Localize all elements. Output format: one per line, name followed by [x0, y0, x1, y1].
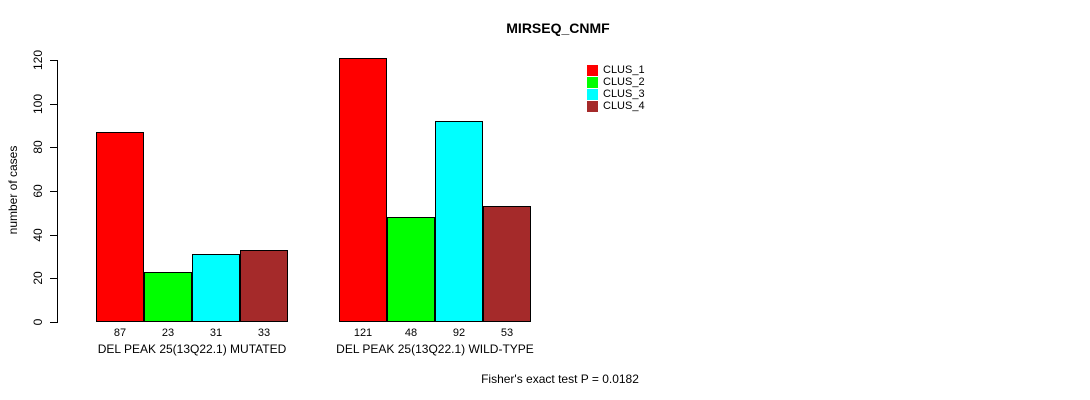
- bar-value-label: 92: [452, 327, 466, 339]
- legend-swatch-clus_3: [587, 88, 598, 100]
- bar-clus_2-group2: [387, 217, 435, 322]
- legend-label: CLUS_2: [603, 76, 645, 88]
- y-tick-label: 100: [31, 93, 45, 115]
- y-tick-label: 0: [31, 318, 45, 326]
- bar-value-label: 33: [257, 327, 271, 339]
- legend-row: CLUS_4: [587, 100, 645, 112]
- bar-clus_2-group1: [144, 272, 192, 322]
- y-tick-mark: [50, 235, 57, 236]
- bar-value-label: 87: [113, 327, 127, 339]
- x-axis-group-label: DEL PEAK 25(13Q22.1) MUTATED: [97, 342, 287, 356]
- legend-swatch-clus_2: [587, 76, 598, 88]
- y-tick-label: 80: [31, 140, 45, 154]
- bar-value-label: 48: [404, 327, 418, 339]
- legend-swatch-clus_4: [587, 100, 598, 112]
- legend-row: CLUS_1: [587, 64, 645, 76]
- y-tick-label: 40: [31, 228, 45, 242]
- legend-swatch-clus_1: [587, 64, 598, 76]
- chart-title: MIRSEQ_CNMF: [506, 20, 610, 36]
- bar-clus_1-group1: [96, 132, 144, 322]
- y-tick-mark: [50, 60, 57, 61]
- bar-value-label: 121: [353, 327, 373, 339]
- bar-value-label: 23: [161, 327, 175, 339]
- bar-clus_3-group2: [435, 121, 483, 322]
- y-tick-mark: [50, 322, 57, 323]
- y-tick-mark: [50, 278, 57, 279]
- legend-label: CLUS_4: [603, 100, 645, 112]
- bar-clus_4-group2: [483, 206, 531, 322]
- x-axis-group-label: DEL PEAK 25(13Q22.1) WILD-TYPE: [336, 342, 534, 356]
- legend-row: CLUS_2: [587, 76, 645, 88]
- bar-clus_1-group2: [339, 58, 387, 322]
- bar-value-label: 31: [209, 327, 223, 339]
- annotation-text: Fisher's exact test P = 0.0182: [481, 372, 639, 386]
- bar-clus_4-group1: [240, 250, 288, 322]
- y-tick-mark: [50, 104, 57, 105]
- y-axis-line: [57, 60, 58, 323]
- bar-clus_3-group1: [192, 254, 240, 322]
- y-tick-label: 60: [31, 184, 45, 198]
- y-axis-label: number of cases: [6, 145, 20, 235]
- legend: CLUS_1 CLUS_2 CLUS_3 CLUS_4: [587, 64, 645, 112]
- y-tick-label: 20: [31, 271, 45, 285]
- legend-label: CLUS_1: [603, 64, 645, 76]
- legend-label: CLUS_3: [603, 88, 645, 100]
- bar-value-label: 53: [500, 327, 514, 339]
- y-tick-mark: [50, 191, 57, 192]
- legend-row: CLUS_3: [587, 88, 645, 100]
- y-tick-mark: [50, 147, 57, 148]
- y-tick-label: 120: [31, 49, 45, 71]
